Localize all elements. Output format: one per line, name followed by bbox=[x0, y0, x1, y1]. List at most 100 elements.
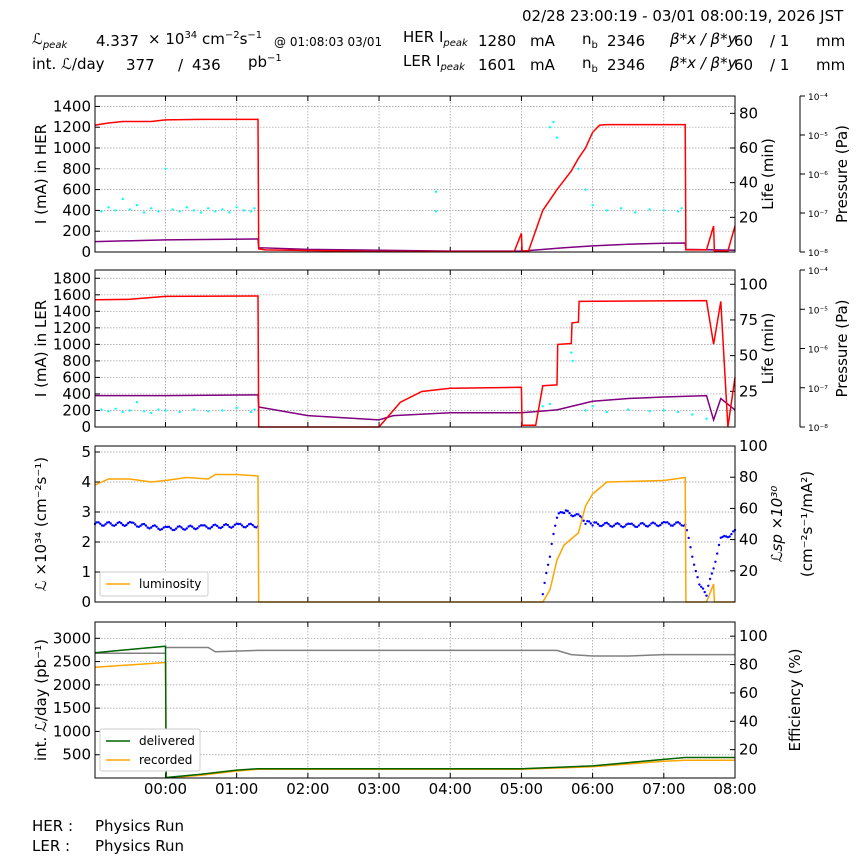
x-tick-label: 00:00 bbox=[144, 780, 187, 798]
specific-luminosity-point bbox=[564, 509, 568, 512]
recorded-legend-label: recorded bbox=[139, 753, 192, 767]
specific-luminosity-point bbox=[153, 524, 156, 527]
specific-luminosity-point bbox=[167, 525, 171, 528]
intlumi-y2tick-label: 60 bbox=[739, 684, 758, 702]
specific-luminosity-point bbox=[587, 520, 591, 523]
ler-pressure-tick-label: 10⁻⁶ bbox=[808, 346, 828, 356]
specific-luminosity-point bbox=[726, 536, 730, 539]
specific-luminosity-point bbox=[237, 522, 240, 526]
footer-her-label: HER : bbox=[32, 817, 74, 835]
her-beta-label: β*x / β*y bbox=[670, 30, 737, 48]
lpeak-value: 4.337 bbox=[96, 32, 139, 50]
specific-luminosity-point bbox=[189, 524, 192, 527]
ler-pressure-point bbox=[100, 408, 103, 411]
ler-pressure-tick-label: 10⁻⁵ bbox=[808, 306, 828, 316]
specific-luminosity-point bbox=[141, 523, 144, 526]
specific-luminosity-point bbox=[662, 520, 665, 524]
ler-pressure-tick-label: 10⁻⁷ bbox=[808, 385, 828, 395]
her-pressure-point bbox=[142, 211, 146, 214]
specific-luminosity-point bbox=[653, 522, 657, 525]
specific-luminosity-point bbox=[595, 521, 598, 524]
specific-luminosity-point bbox=[710, 572, 714, 575]
specific-luminosity-point bbox=[659, 523, 662, 527]
ler-betay: / 1 bbox=[770, 56, 790, 74]
specific-luminosity-point bbox=[596, 522, 600, 526]
ler-pressure-point bbox=[705, 417, 708, 420]
specific-luminosity-point bbox=[648, 524, 651, 527]
her-panel bbox=[94, 95, 805, 253]
her-y2label: Life (min) bbox=[759, 138, 777, 210]
ler-pressure-point bbox=[128, 409, 132, 412]
lpeak-exp-prefix: × 10 bbox=[148, 30, 185, 48]
specific-luminosity-point bbox=[632, 524, 635, 527]
intlumi-y2tick-label: 20 bbox=[739, 741, 758, 759]
specific-luminosity-point bbox=[164, 525, 167, 528]
lpeak-time: @ 01:08:03 03/01 bbox=[274, 35, 383, 49]
ler-pressure-point bbox=[157, 408, 160, 411]
lpeak-label: ℒpeak bbox=[32, 30, 67, 51]
lumi-legend bbox=[99, 571, 209, 597]
x-tick-label: 05:00 bbox=[500, 780, 543, 798]
specific-luminosity-point bbox=[230, 526, 233, 529]
specific-luminosity-point bbox=[619, 525, 623, 528]
specific-luminosity-point bbox=[554, 524, 557, 527]
her-peak-label: HER Ipeak bbox=[403, 28, 468, 49]
specific-luminosity-point bbox=[169, 527, 172, 530]
intlumi-ylabel: int. ℒ/day (pb⁻¹) bbox=[32, 639, 50, 761]
ler-betax: 60 bbox=[734, 56, 754, 74]
intlumi-ytick-label: 3000 bbox=[53, 629, 91, 647]
ler-pressure-point bbox=[691, 413, 694, 416]
specific-luminosity-point bbox=[198, 525, 201, 528]
ler-ytick-label: 200 bbox=[62, 401, 91, 419]
intlumi-ytick-label: 1500 bbox=[53, 699, 91, 717]
specific-luminosity-point bbox=[671, 524, 674, 527]
specific-luminosity-point bbox=[137, 525, 140, 529]
specific-luminosity-point bbox=[239, 522, 242, 526]
lumi-ytick-label: 2 bbox=[81, 533, 91, 551]
intlumi-ytick-label: 2500 bbox=[53, 653, 91, 671]
specific-luminosity-point bbox=[162, 526, 165, 529]
specific-luminosity-point bbox=[144, 524, 148, 527]
lumi-y2tick-label: 100 bbox=[739, 437, 768, 455]
her-pressure-point bbox=[552, 120, 555, 124]
specific-luminosity-point bbox=[625, 523, 628, 526]
lumi-ytick-label: 0 bbox=[81, 593, 91, 611]
specific-luminosity-point bbox=[724, 535, 728, 538]
ler-y2label: Life (min) bbox=[759, 313, 777, 385]
specific-luminosity-point bbox=[639, 522, 642, 525]
specific-luminosity-point bbox=[600, 524, 603, 528]
specific-luminosity-point bbox=[114, 523, 118, 526]
specific-luminosity-point bbox=[562, 511, 566, 515]
her-pressure-point bbox=[228, 211, 231, 214]
ler-pressure-axis-label: Pressure (Pa) bbox=[833, 299, 851, 397]
specific-luminosity-point bbox=[221, 525, 224, 529]
lumi-ylabel: ℒ ×10³⁴ (cm⁻²s⁻¹) bbox=[32, 457, 50, 591]
ler-ytick-label: 1200 bbox=[53, 319, 91, 337]
specific-luminosity-point bbox=[126, 522, 130, 525]
her-pressure-point bbox=[199, 211, 203, 214]
specific-luminosity-point bbox=[667, 522, 671, 525]
intl-unit-exp: −1 bbox=[267, 53, 282, 64]
her-pressure-axis-label: Pressure (Pa) bbox=[833, 125, 851, 223]
ler-y2tick-label: 75 bbox=[739, 311, 758, 329]
lumi-y2tick-label: 40 bbox=[739, 531, 758, 549]
time-range: 02/28 23:00:19 - 03/01 08:00:19, 2026 JS… bbox=[522, 7, 844, 25]
her-frame bbox=[94, 95, 736, 253]
ler-pressure-point bbox=[164, 409, 167, 412]
specific-luminosity-point bbox=[240, 524, 244, 527]
her-ytick-label: 1200 bbox=[53, 118, 91, 136]
ler-ytick-label: 400 bbox=[62, 385, 91, 403]
ler-nb: 2346 bbox=[607, 56, 646, 74]
ler-beta-unit: mm bbox=[816, 56, 846, 74]
specific-luminosity-point bbox=[651, 521, 655, 524]
specific-luminosity-point bbox=[676, 521, 680, 524]
specific-luminosity-point bbox=[102, 524, 105, 527]
intl-recorded: 436 bbox=[192, 56, 221, 74]
her-pressure-point bbox=[434, 190, 438, 193]
her-pressure-point bbox=[178, 210, 181, 213]
ler-pressure-point bbox=[135, 401, 139, 404]
specific-luminosity-point bbox=[224, 523, 228, 526]
specific-luminosity-point bbox=[708, 577, 712, 581]
specific-luminosity-point bbox=[612, 524, 616, 527]
